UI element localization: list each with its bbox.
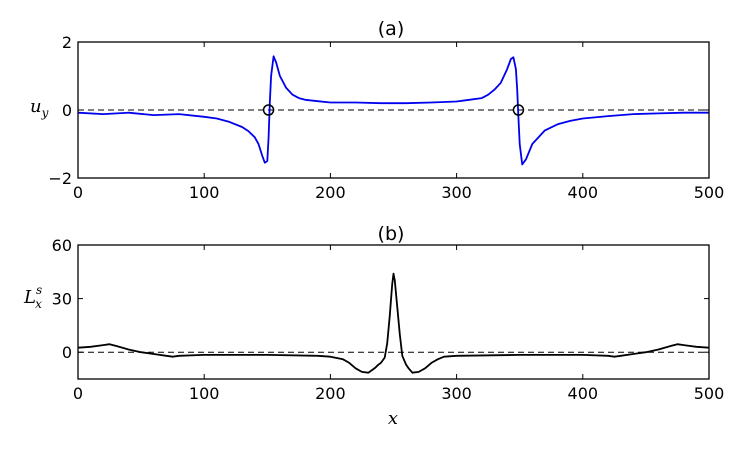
panel-b-x-tick-label-3: 300 bbox=[441, 384, 472, 403]
panel-a-series-line-0 bbox=[77, 55, 709, 166]
panel-b-y-tick-label-2: 60 bbox=[52, 236, 72, 255]
panel-a-x-tick-label-1: 100 bbox=[189, 183, 220, 202]
panel-a-y-tick-label-1: 0 bbox=[62, 101, 72, 120]
panel-a-marker-1 bbox=[512, 104, 525, 116]
panel-b-y-ticks: 0 30 60 bbox=[52, 236, 709, 362]
panel-b-x-ticks: 0 100 200 300 400 500 bbox=[73, 245, 724, 403]
panel-b-ylabel-main: L bbox=[23, 287, 36, 308]
panel-b-ylabel: Ls x bbox=[23, 283, 42, 311]
panel-b-ylabel-sup: s bbox=[36, 283, 42, 297]
panel-a-x-ticks: 0 100 200 300 400 500 bbox=[73, 42, 724, 202]
panel-a-x-tick-label-0: 0 bbox=[73, 183, 83, 202]
panel-a-ylabel: uy bbox=[30, 96, 49, 120]
panel-b-xlabel: x bbox=[388, 408, 398, 429]
panel-b-x-tick-label-2: 200 bbox=[315, 384, 346, 403]
panel-b-x-tick-label-4: 400 bbox=[568, 384, 599, 403]
panel-a-ylabel-sub: y bbox=[41, 106, 49, 120]
panel-a: (a) uy −202 0 100 200 300 400 500 bbox=[30, 18, 724, 202]
panel-a-title: (a) bbox=[378, 18, 404, 40]
panel-b-x-tick-label-1: 100 bbox=[189, 384, 220, 403]
panel-a-x-tick-label-4: 400 bbox=[568, 183, 599, 202]
panel-b-y-tick-label-0: 0 bbox=[62, 343, 72, 362]
panel-a-marker-0 bbox=[262, 104, 275, 116]
panel-b-series-line-0 bbox=[77, 272, 710, 374]
panel-b-series bbox=[77, 272, 710, 374]
panel-a-x-tick-label-5: 500 bbox=[694, 183, 725, 202]
panel-a-frame bbox=[77, 41, 710, 179]
panel-b-frame bbox=[77, 244, 710, 380]
panel-a-x-tick-label-3: 300 bbox=[441, 183, 472, 202]
panel-a-ylabel-main: u bbox=[30, 96, 42, 117]
panel-b-x-tick-label-5: 500 bbox=[694, 384, 725, 403]
panel-a-y-tick-label-0: −2 bbox=[48, 169, 72, 188]
panel-a-series bbox=[77, 55, 709, 166]
panel-a-markers bbox=[262, 104, 525, 116]
panel-b-ylabel-sub: x bbox=[35, 297, 42, 311]
panel-b-x-tick-label-0: 0 bbox=[73, 384, 83, 403]
panel-a-x-tick-label-2: 200 bbox=[315, 183, 346, 202]
panel-b-title: (b) bbox=[378, 223, 405, 245]
panel-a-y-tick-label-2: 2 bbox=[62, 33, 72, 52]
panel-b-y-tick-label-1: 30 bbox=[52, 290, 72, 309]
